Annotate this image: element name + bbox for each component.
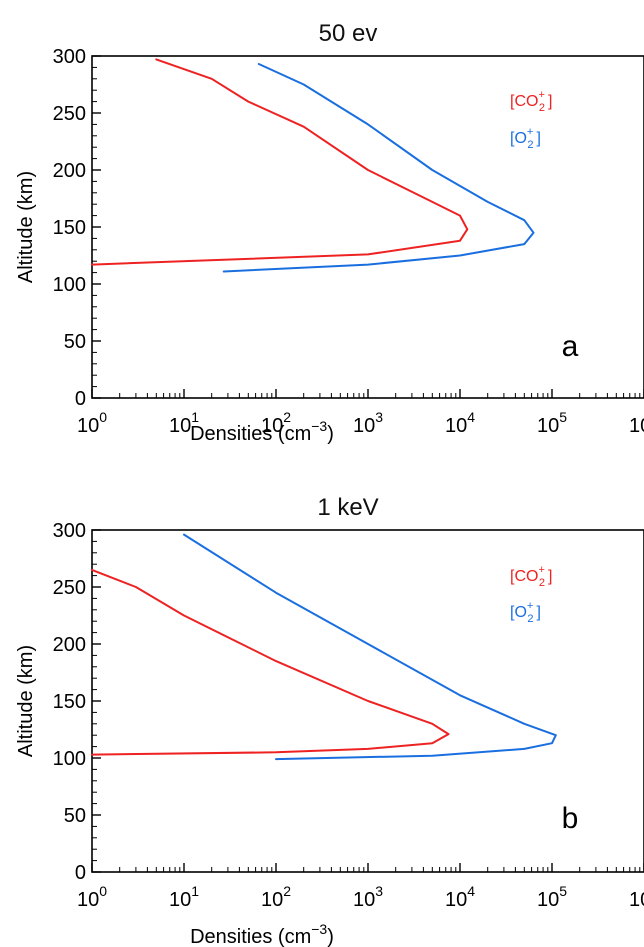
x-tick-label: 102 (261, 409, 291, 437)
x-tick-base: 10 (353, 415, 375, 437)
x-tick-base: 10 (353, 889, 375, 911)
x-tick-exponent: 0 (99, 883, 107, 899)
legend-text: [O (510, 130, 527, 147)
x-tick-exponent: 2 (283, 409, 291, 425)
x-axis-label-exponent: −3 (311, 921, 327, 937)
y-axis-label: Altitude (km) (15, 645, 37, 757)
y-tick-label: 0 (75, 862, 86, 884)
x-tick-base: 10 (445, 415, 467, 437)
x-tick-exponent: 1 (191, 409, 199, 425)
y-tick-label: 100 (53, 274, 86, 296)
chart-title: 50 ev (319, 20, 378, 47)
x-tick-base: 10 (537, 415, 559, 437)
legend-subscript: 2 (527, 613, 533, 625)
x-tick-exponent: 4 (467, 883, 475, 899)
legend-superscript: + (538, 564, 544, 576)
x-tick-exponent: 0 (99, 409, 107, 425)
y-tick-label: 150 (53, 217, 86, 239)
x-tick-label: 103 (353, 883, 383, 911)
y-tick-label: 300 (53, 46, 86, 68)
y-tick-label: 50 (64, 331, 86, 353)
legend-entry-o2-plus: [O+ 2] (510, 600, 541, 625)
x-axis-label: Densities (cm−3) (190, 921, 334, 947)
legend-text: [CO (510, 93, 538, 110)
legend-entry-co2-plus: [CO+ 2] (510, 89, 552, 114)
x-tick-label: 106 (629, 409, 644, 437)
legend-subscript: 2 (539, 577, 545, 589)
x-tick-label: 106 (629, 883, 644, 911)
y-tick-label: 200 (53, 634, 86, 656)
x-tick-label: 100 (77, 883, 107, 911)
y-tick-label: 50 (64, 805, 86, 827)
y-tick-label: 200 (53, 160, 86, 182)
x-tick-base: 10 (77, 415, 99, 437)
legend-superscript: + (527, 600, 533, 612)
legend-entry-o2-plus: [O+ 2] (510, 126, 541, 151)
x-tick-base: 10 (629, 415, 644, 437)
x-tick-base: 10 (537, 889, 559, 911)
x-tick-label: 101 (169, 883, 199, 911)
x-tick-base: 10 (169, 889, 191, 911)
x-axis-label: Densities (cm−3) (190, 418, 334, 445)
x-tick-label: 105 (537, 409, 567, 437)
legend-superscript: + (527, 126, 533, 138)
y-tick-label: 250 (53, 103, 86, 125)
x-tick-base: 10 (169, 415, 191, 437)
x-tick-base: 10 (261, 889, 283, 911)
panel-label: b (562, 802, 579, 835)
panel-label: a (562, 330, 579, 363)
x-axis-label-base: Densities (cm (190, 926, 311, 947)
chart-title: 1 keV (317, 494, 378, 521)
y-tick-label: 300 (53, 520, 86, 542)
x-tick-exponent: 3 (375, 409, 383, 425)
x-tick-label: 104 (445, 409, 475, 437)
x-tick-base: 10 (261, 415, 283, 437)
y-tick-label: 100 (53, 748, 86, 770)
legend-text: ] (548, 568, 552, 585)
x-tick-base: 10 (77, 889, 99, 911)
legend-entry-co2-plus: [CO+ 2] (510, 564, 552, 589)
x-tick-base: 10 (445, 889, 467, 911)
series-line-co2-plus (91, 568, 450, 756)
x-tick-exponent: 5 (559, 409, 567, 425)
legend-superscript: + (538, 89, 544, 101)
x-tick-exponent: 2 (283, 883, 291, 899)
x-tick-label: 105 (537, 883, 567, 911)
x-tick-label: 103 (353, 409, 383, 437)
series-line-co2-plus (91, 58, 469, 266)
x-tick-label: 101 (169, 409, 199, 437)
x-axis-label-tail: ) (327, 926, 334, 947)
x-tick-label: 104 (445, 883, 475, 911)
y-axis-label: Altitude (km) (15, 171, 37, 283)
y-tick-label: 0 (75, 388, 86, 410)
legend-text: ] (548, 93, 552, 110)
x-tick-exponent: 5 (559, 883, 567, 899)
x-axis-label-tail: ) (327, 423, 334, 445)
legend-text: ] (536, 604, 540, 621)
legend-text: ] (536, 130, 540, 147)
x-tick-exponent: 4 (467, 409, 475, 425)
x-tick-exponent: 1 (191, 883, 199, 899)
legend-subscript: 2 (527, 139, 533, 151)
x-tick-base: 10 (629, 889, 644, 911)
series-line-o2-plus (222, 63, 535, 273)
y-tick-label: 250 (53, 577, 86, 599)
x-axis-label-base: Densities (cm (190, 423, 311, 445)
x-axis-label-exponent: −3 (311, 418, 327, 434)
x-tick-exponent: 3 (375, 883, 383, 899)
y-tick-label: 150 (53, 691, 86, 713)
series-line-o2-plus (183, 533, 557, 761)
x-tick-label: 102 (261, 883, 291, 911)
legend-text: [O (510, 604, 527, 621)
x-tick-label: 100 (77, 409, 107, 437)
legend-text: [CO (510, 568, 538, 585)
legend-subscript: 2 (539, 102, 545, 114)
